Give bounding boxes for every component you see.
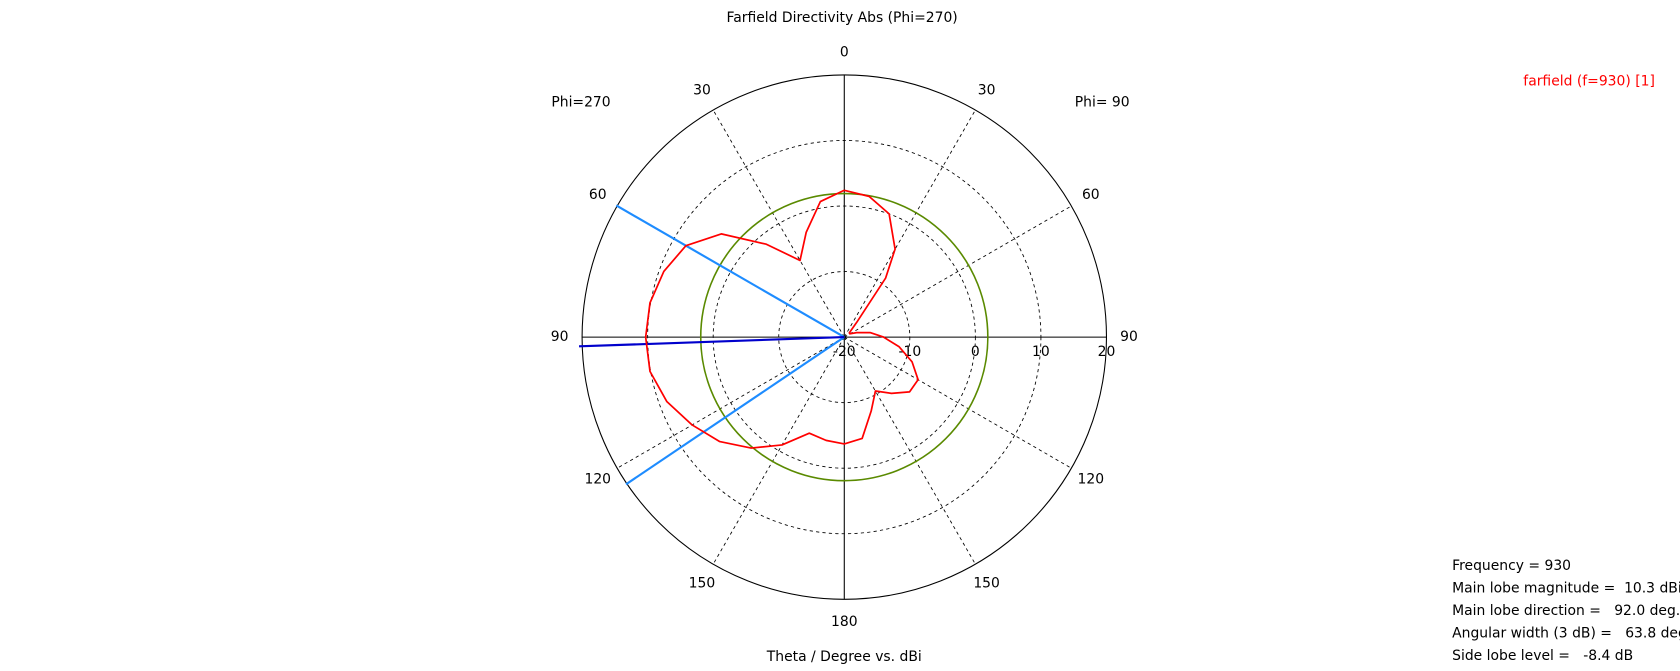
info-line: Frequency = 930 <box>1452 558 1571 574</box>
grid-spoke <box>617 336 845 469</box>
main-lobe-line <box>579 336 845 348</box>
grid-spoke <box>843 109 976 338</box>
r-tick-label: -10 <box>898 344 921 360</box>
grid-spoke <box>844 205 1072 338</box>
reference-circle <box>699 192 989 482</box>
angle-tick-label: 150 <box>973 576 1000 592</box>
angle-tick-label: 30 <box>978 83 996 99</box>
angle-tick-label: 60 <box>589 187 607 203</box>
grid-spoke <box>843 336 976 565</box>
grid-spoke <box>844 336 1072 469</box>
angle-tick-label: 180 <box>831 614 858 630</box>
chart-title: Farfield Directivity Abs (Phi=270) <box>727 10 958 26</box>
angle-tick-label: 120 <box>1078 471 1105 487</box>
grid-spoke <box>712 336 845 565</box>
r-tick-label: 0 <box>971 344 980 360</box>
angle-tick-label: 90 <box>551 329 569 345</box>
beam-width-line <box>625 336 845 486</box>
info-line: Angular width (3 dB) = 63.8 deg. <box>1452 626 1680 642</box>
angle-tick-label: 30 <box>693 83 711 99</box>
info-line: Main lobe magnitude = 10.3 dBi <box>1452 581 1680 597</box>
angle-tick-label: 120 <box>584 471 611 487</box>
beam-width-line <box>615 204 845 339</box>
r-tick-label: 10 <box>1032 344 1050 360</box>
angle-tick-label: 90 <box>1120 329 1138 345</box>
angle-tick-label: 60 <box>1082 187 1100 203</box>
side-label: Phi= 90 <box>1075 95 1130 111</box>
axis-label: Theta / Degree vs. dBi <box>766 649 922 665</box>
legend-entry: farfield (f=930) [1] <box>1523 73 1655 89</box>
grid-spoke <box>712 109 845 338</box>
angle-tick-label: 150 <box>689 576 716 592</box>
info-line: Main lobe direction = 92.0 deg. <box>1452 603 1680 619</box>
info-line: Side lobe level = -8.4 dB <box>1452 648 1633 664</box>
angle-tick-label: 0 <box>840 44 849 60</box>
series-line <box>644 189 919 449</box>
r-tick-label: 20 <box>1098 344 1116 360</box>
side-label: Phi=270 <box>551 95 610 111</box>
